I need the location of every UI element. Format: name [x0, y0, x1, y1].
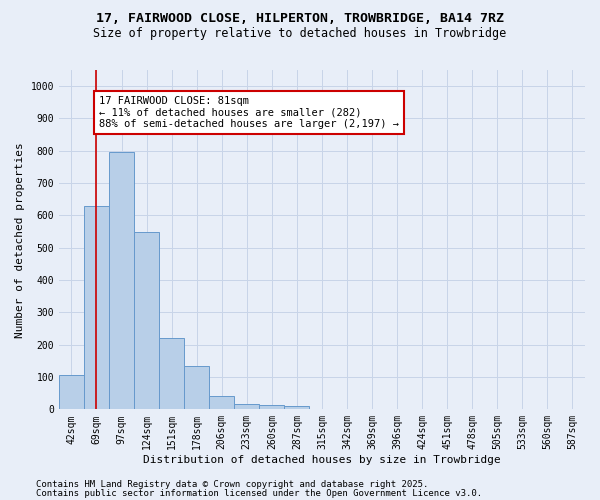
X-axis label: Distribution of detached houses by size in Trowbridge: Distribution of detached houses by size … [143, 455, 501, 465]
Text: Contains HM Land Registry data © Crown copyright and database right 2025.: Contains HM Land Registry data © Crown c… [36, 480, 428, 489]
Text: Size of property relative to detached houses in Trowbridge: Size of property relative to detached ho… [94, 28, 506, 40]
Bar [184, 366, 209, 410]
Bar [234, 404, 259, 409]
Text: 17, FAIRWOOD CLOSE, HILPERTON, TROWBRIDGE, BA14 7RZ: 17, FAIRWOOD CLOSE, HILPERTON, TROWBRIDG… [96, 12, 504, 26]
Text: Contains public sector information licensed under the Open Government Licence v3: Contains public sector information licen… [36, 489, 482, 498]
Bar [209, 396, 234, 409]
Bar [159, 338, 184, 409]
Y-axis label: Number of detached properties: Number of detached properties [15, 142, 25, 338]
Bar [109, 152, 134, 410]
Bar [284, 406, 310, 409]
Text: 17 FAIRWOOD CLOSE: 81sqm
← 11% of detached houses are smaller (282)
88% of semi-: 17 FAIRWOOD CLOSE: 81sqm ← 11% of detach… [99, 96, 399, 129]
Bar [134, 232, 159, 410]
Bar [84, 206, 109, 410]
Bar [59, 375, 84, 410]
Bar [259, 406, 284, 409]
